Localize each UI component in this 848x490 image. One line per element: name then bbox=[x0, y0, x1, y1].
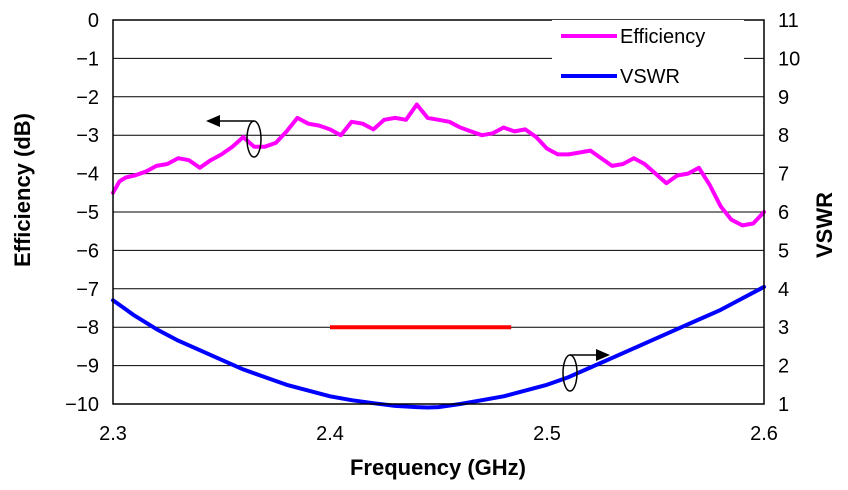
plot-frame bbox=[112, 19, 765, 405]
legend-label-efficiency: Efficiency bbox=[620, 26, 705, 48]
y-right-tick-label: 2 bbox=[778, 356, 789, 378]
x-axis-label: Frequency (GHz) bbox=[350, 455, 526, 480]
y-left-tick-label: −2 bbox=[76, 87, 99, 109]
grid-layer bbox=[113, 57, 764, 367]
y-axis-right-label: VSWR bbox=[812, 192, 837, 258]
y-right-tick-label: 6 bbox=[778, 202, 789, 224]
y-left-tick-label: −5 bbox=[76, 202, 99, 224]
y-left-tick-label: −3 bbox=[76, 125, 99, 147]
y-right-tick-label: 11 bbox=[778, 10, 799, 32]
y-right-tick-label: 10 bbox=[778, 48, 800, 70]
ticks-layer: 0 −1 −2 −3 −4 −5 −6 −7 −8 −9 −10 11 10 9 8 7 6 5 4 3 2 1 2.3 2.… bbox=[65, 10, 800, 445]
x-tick-label: 2.5 bbox=[533, 423, 561, 445]
y-left-tick-label: −10 bbox=[65, 394, 99, 416]
y-left-tick-label: −9 bbox=[76, 356, 99, 378]
legend-background bbox=[552, 20, 744, 94]
x-tick-label: 2.3 bbox=[99, 423, 127, 445]
y-left-tick-label: −7 bbox=[76, 279, 99, 301]
legend-label-vswr: VSWR bbox=[620, 66, 680, 88]
y-left-tick-label: 0 bbox=[88, 10, 99, 32]
series-line-vswr bbox=[111, 284, 766, 410]
y-axis-left-label: Efficiency (dB) bbox=[10, 113, 35, 267]
y-left-tick-label: −6 bbox=[76, 240, 99, 262]
series-layer bbox=[111, 102, 766, 410]
y-left-tick-label: −4 bbox=[76, 164, 99, 186]
x-tick-label: 2.4 bbox=[316, 423, 344, 445]
y-right-tick-label: 4 bbox=[778, 279, 789, 301]
left-axis-indicator-arrow bbox=[206, 115, 262, 158]
y-right-tick-label: 9 bbox=[778, 87, 789, 109]
y-right-tick-label: 3 bbox=[778, 317, 789, 339]
y-right-tick-label: 7 bbox=[778, 164, 789, 186]
series-line-efficiency bbox=[111, 102, 766, 228]
x-tick-label: 2.6 bbox=[750, 423, 778, 445]
y-right-tick-label: 1 bbox=[778, 394, 789, 416]
y-right-tick-label: 5 bbox=[778, 240, 789, 262]
y-left-tick-label: −8 bbox=[76, 317, 99, 339]
y-right-tick-label: 8 bbox=[778, 125, 789, 147]
right-axis-indicator-arrow bbox=[562, 349, 610, 392]
y-left-tick-label: −1 bbox=[76, 48, 99, 70]
legend: Efficiency VSWR bbox=[552, 20, 744, 94]
